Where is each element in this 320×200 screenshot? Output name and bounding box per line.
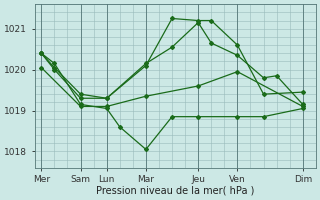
- X-axis label: Pression niveau de la mer( hPa ): Pression niveau de la mer( hPa ): [96, 186, 254, 196]
